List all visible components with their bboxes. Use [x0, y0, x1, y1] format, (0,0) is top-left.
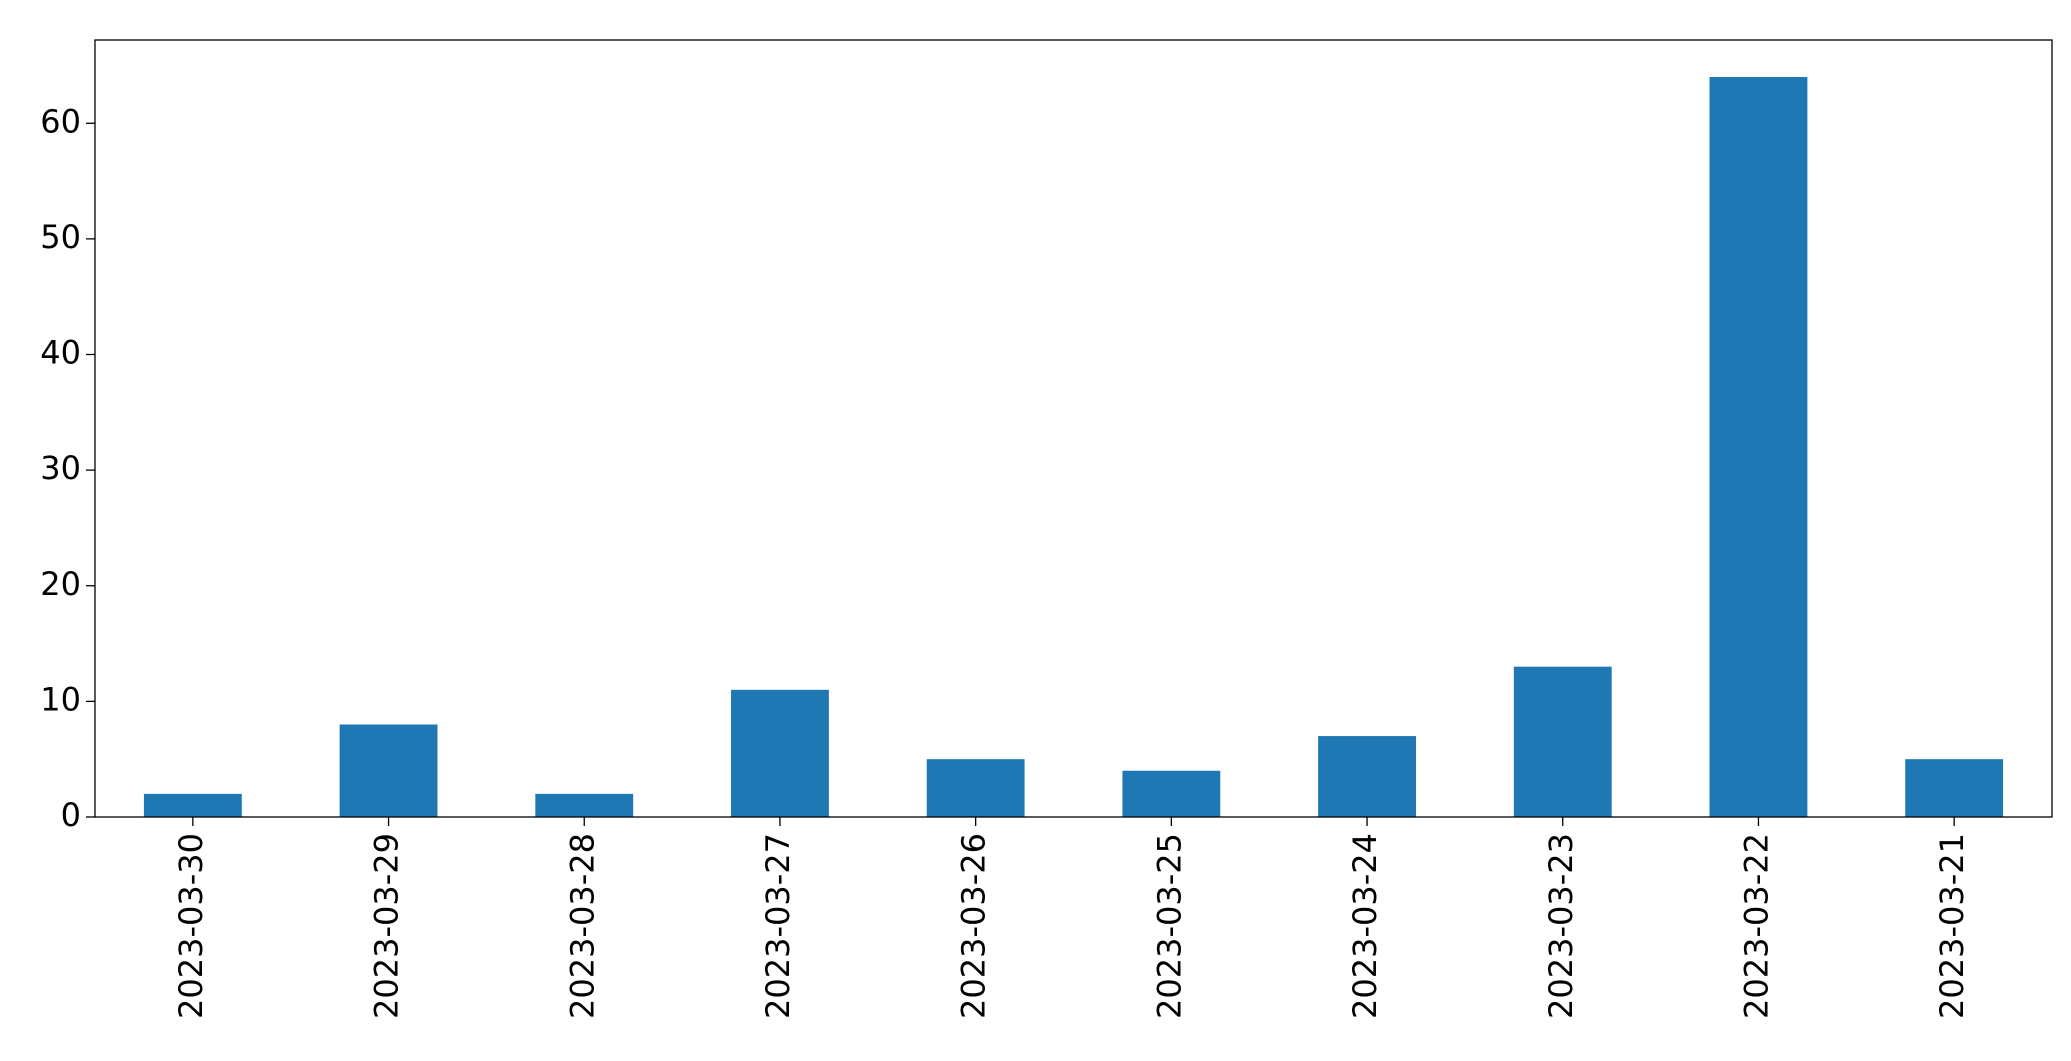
- y-tick-label: 30: [40, 449, 81, 487]
- x-tick-label: 2023-03-30: [172, 833, 210, 1019]
- bar: [339, 724, 438, 817]
- x-tick-label: 2023-03-22: [1737, 833, 1775, 1019]
- x-tick-label: 2023-03-21: [1933, 833, 1971, 1019]
- bar: [143, 793, 242, 817]
- bar: [535, 793, 634, 817]
- bar: [731, 689, 829, 817]
- bar: [1513, 666, 1612, 817]
- bar: [926, 759, 1025, 817]
- y-tick-label: 50: [40, 218, 81, 256]
- y-tick-label: 40: [40, 334, 81, 372]
- x-tick-label: 2023-03-29: [368, 833, 406, 1019]
- y-tick-label: 20: [40, 565, 81, 603]
- bar: [1709, 77, 1808, 817]
- x-tick-label: 2023-03-24: [1346, 833, 1384, 1019]
- x-tick-label: 2023-03-26: [955, 833, 993, 1019]
- plot-frame: [94, 39, 2053, 818]
- x-tick-label: 2023-03-28: [563, 833, 601, 1019]
- x-tick-label: 2023-03-27: [759, 833, 797, 1019]
- bar: [1905, 759, 2004, 817]
- bar: [1122, 770, 1221, 817]
- x-tick-label: 2023-03-25: [1150, 833, 1188, 1019]
- y-tick-label: 60: [40, 102, 81, 140]
- y-tick-label: 0: [61, 796, 81, 834]
- x-tick-label: 2023-03-23: [1542, 833, 1580, 1019]
- bar: [1318, 736, 1416, 817]
- y-tick-label: 10: [40, 680, 81, 718]
